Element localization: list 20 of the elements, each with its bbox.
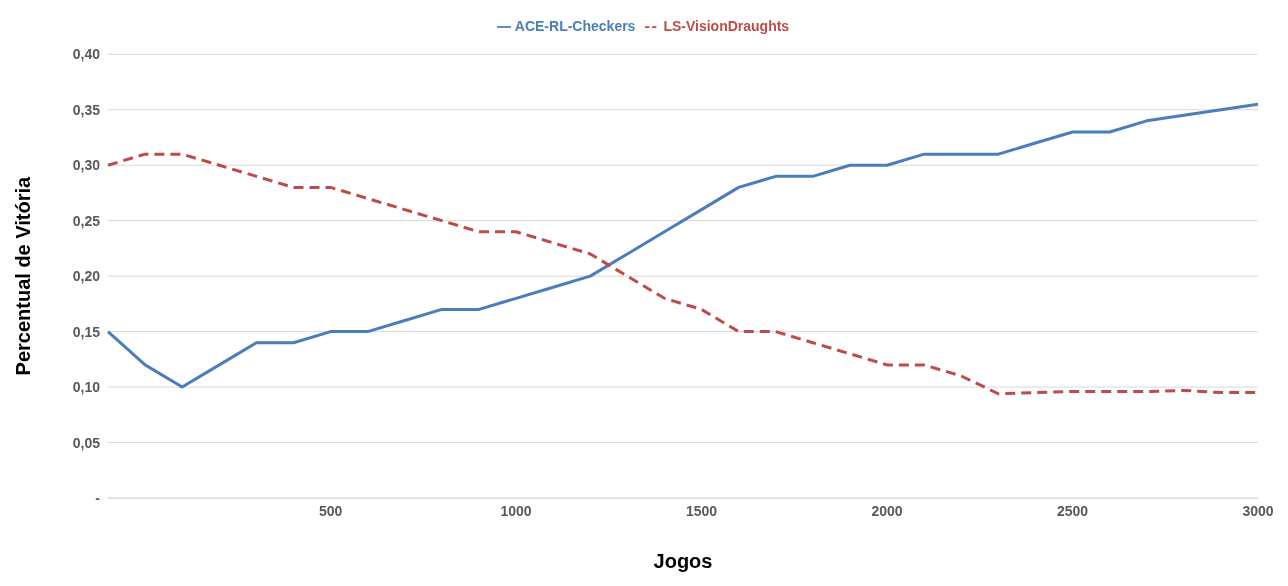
x-axis-title: Jogos [653, 550, 713, 572]
y-axis-title: Percentual de Vitória [12, 175, 35, 376]
x-tick-label: 1500 [685, 502, 718, 519]
line-series [106, 102, 1260, 389]
legend-label: ACE-RL-Checkers [514, 18, 636, 34]
y-tick-label: 0,30 [72, 157, 101, 174]
x-tick-label: 1000 [500, 502, 532, 519]
y-tick-label: 0,35 [72, 101, 101, 118]
x-tick-label: 3000 [1242, 502, 1274, 519]
x-tick-label: 2500 [1056, 502, 1089, 519]
y-tick-label: 0,05 [72, 434, 101, 451]
y-tick-label: 0,25 [72, 212, 101, 229]
legend-label: LS-VisionDraughts [663, 18, 790, 34]
y-tick-label: 0,10 [72, 379, 101, 396]
x-tick-label: 500 [318, 502, 343, 519]
y-tick-label: - [95, 489, 101, 506]
y-tick-label: 0,20 [72, 268, 101, 285]
y-tick-label: 0,15 [72, 323, 101, 340]
y-tick-label: 0,40 [72, 46, 101, 63]
x-tick-label: 2000 [871, 502, 903, 519]
